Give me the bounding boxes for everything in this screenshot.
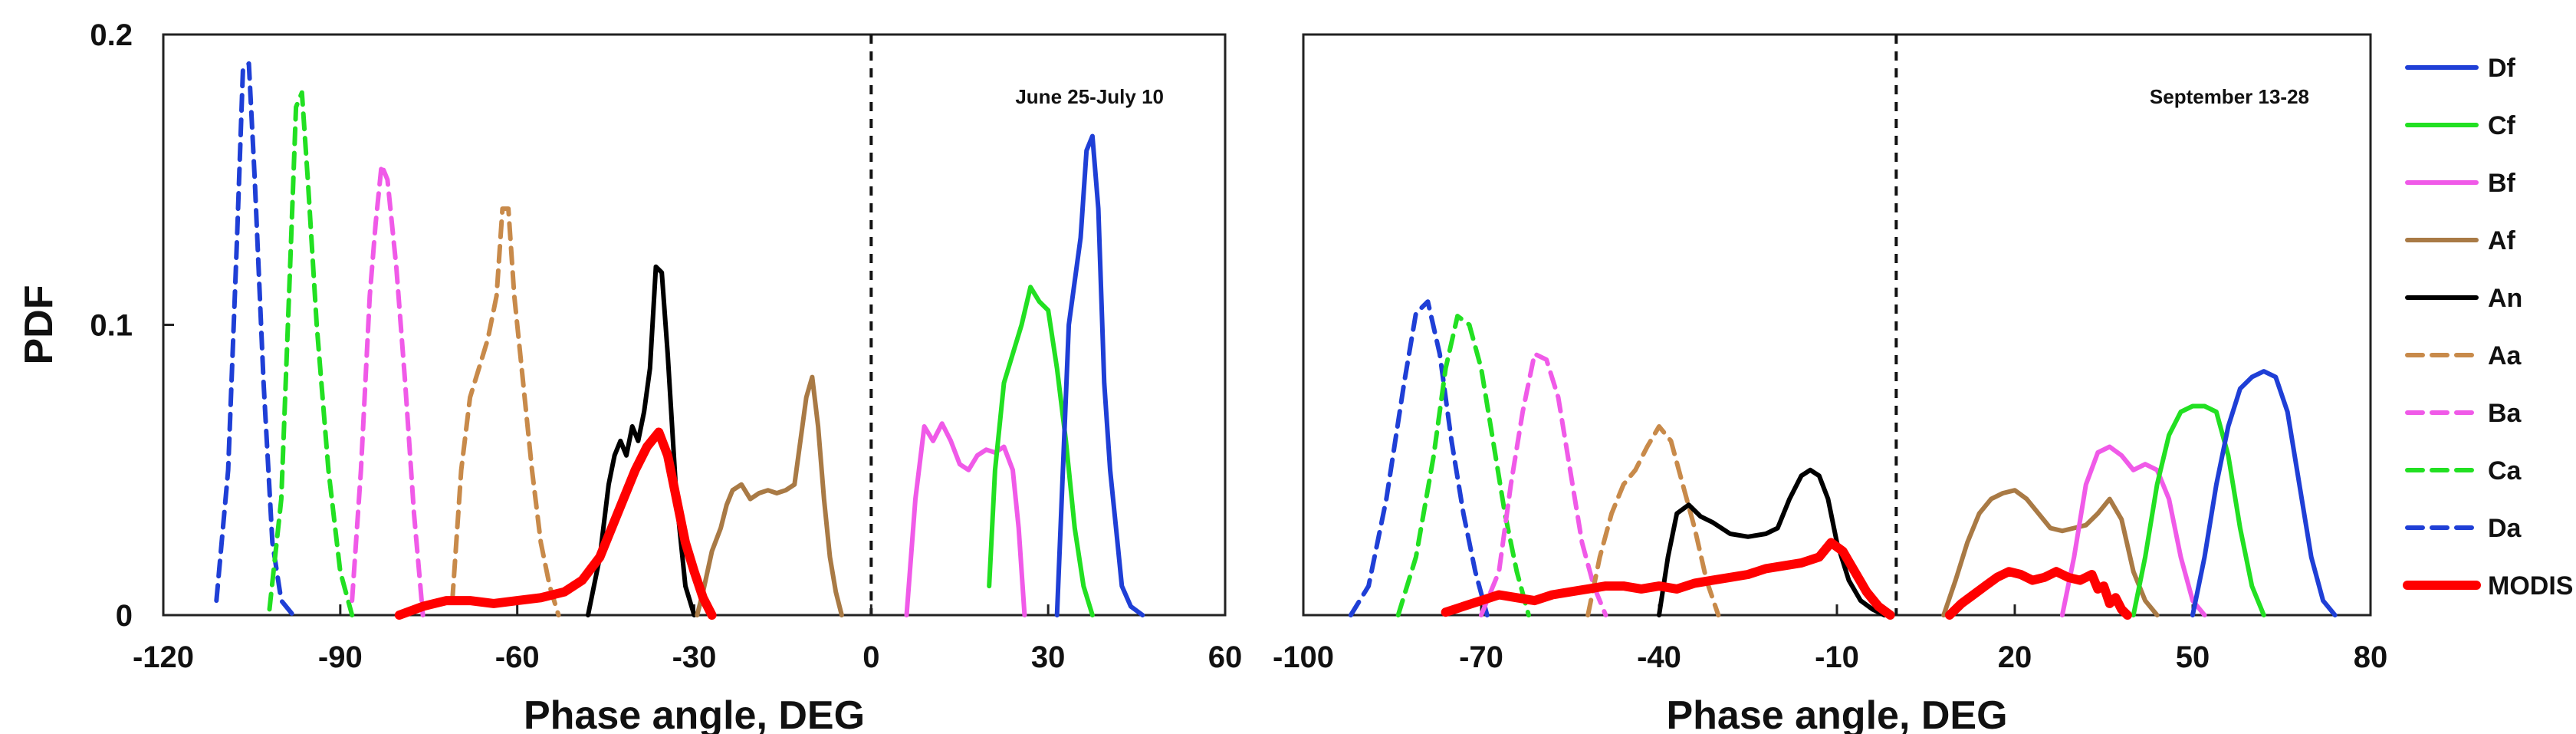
- x-tick-label: -100: [1273, 640, 1334, 674]
- x-tick-label: 30: [1031, 640, 1066, 674]
- y-axis-title: PDF: [17, 285, 61, 365]
- x-tick-label: 80: [2354, 640, 2388, 674]
- x-axis-title: Phase angle, DEG: [524, 693, 865, 734]
- series-line-modis: [1944, 567, 2132, 620]
- legend-label-modis: MODIS: [2488, 571, 2573, 601]
- series-line-df: [1054, 133, 1145, 617]
- series-line-ba: [1479, 351, 1608, 617]
- series-line-ca: [267, 90, 355, 617]
- y-tick-label: 0.2: [90, 18, 133, 52]
- y-tick-label: 0: [116, 599, 133, 633]
- series-line-cf: [2131, 403, 2266, 617]
- plot-frame: [162, 33, 1227, 617]
- series-line-modis: [1441, 538, 1895, 620]
- legend-label-ca: Ca: [2488, 456, 2522, 485]
- legend-label-df: Df: [2488, 54, 2516, 83]
- x-tick-label: -40: [1637, 640, 1681, 674]
- legend-label-af: Af: [2488, 226, 2516, 255]
- series-line-af: [695, 374, 844, 617]
- legend-label-bf: Bf: [2488, 169, 2516, 198]
- x-axis-title: Phase angle, DEG: [1666, 693, 2007, 734]
- legend-label-cf: Cf: [2488, 111, 2516, 140]
- legend-label-da: Da: [2488, 514, 2522, 543]
- legend-label-ba: Ba: [2488, 399, 2522, 428]
- left-panel: -120 -90 -60 -30 0 30 60 0 0.1 0.2 PDF Phase angle,…: [17, 18, 1242, 734]
- x-tick-label: 20: [1998, 640, 2032, 674]
- series-line-bf: [904, 421, 1027, 617]
- series-line-aa: [1585, 424, 1721, 617]
- date-range-label: September 13-28: [2150, 85, 2309, 108]
- x-tick-label: -90: [318, 640, 363, 674]
- legend-label-an: An: [2488, 284, 2522, 313]
- date-range-label: June 25-July 10: [1015, 85, 1164, 108]
- series-line-bf: [2059, 444, 2207, 617]
- x-tick-label: -10: [1815, 640, 1859, 674]
- x-tick-label: -60: [495, 640, 540, 674]
- series-line-an: [586, 264, 697, 617]
- series-line-da: [1348, 299, 1490, 617]
- x-tick-label: 60: [1208, 640, 1243, 674]
- x-tick-label: 0: [863, 640, 879, 674]
- series-line-da: [214, 61, 296, 617]
- series-line-ca: [1395, 314, 1531, 617]
- series-line-aa: [450, 206, 561, 617]
- y-tick-label: 0.1: [90, 309, 133, 343]
- series-line-df: [2190, 369, 2338, 617]
- x-tick-label: -30: [672, 640, 717, 674]
- x-tick-label: 50: [2176, 640, 2210, 674]
- series-line-an: [1657, 467, 1887, 617]
- x-tick-label: -120: [133, 640, 194, 674]
- series-line-modis: [394, 427, 717, 620]
- series-line-ba: [350, 163, 426, 617]
- right-panel: -100 -70 -40 -10 20 50 80 Phase angle, DEG Septe…: [1273, 33, 2388, 734]
- legend-label-aa: Aa: [2488, 341, 2522, 370]
- legend: Df Cf Bf Af An Aa Ba Ca Da MODIS: [2403, 54, 2573, 601]
- x-tick-label: -70: [1459, 640, 1503, 674]
- series-line-cf: [987, 285, 1095, 617]
- series-line-af: [1941, 488, 2160, 617]
